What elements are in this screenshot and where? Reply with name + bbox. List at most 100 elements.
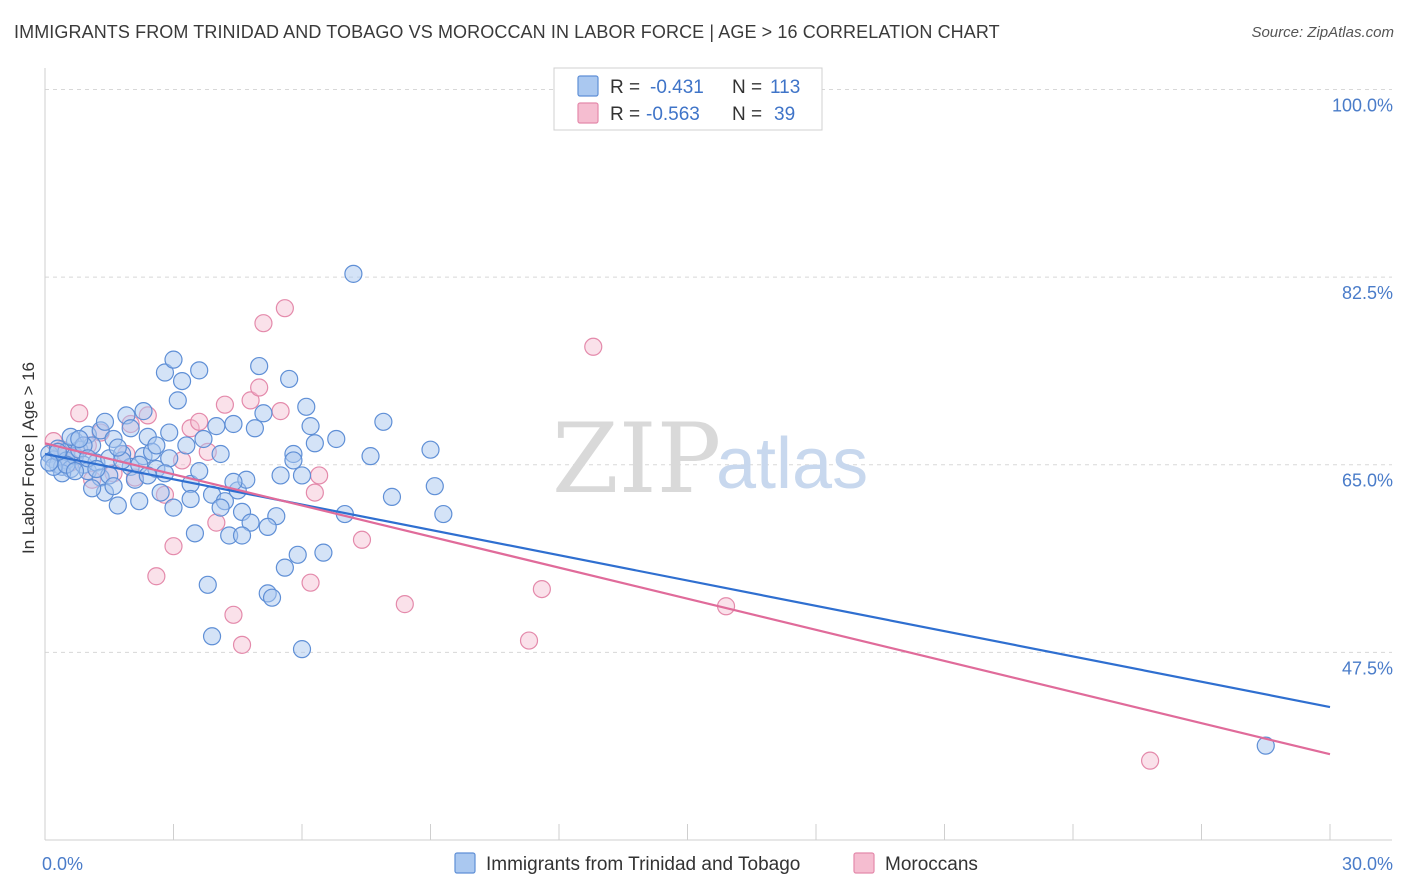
point-trinidad-96 [190,462,209,481]
point-trinidad-110 [65,462,85,481]
moroccans-points [44,299,1160,770]
legend-r-label-0: R = [610,77,640,98]
point-moroccans-3 [70,404,89,423]
point-moroccans-20 [232,635,252,654]
trend-line-moroccans [44,442,1331,756]
watermark-atlas: atlas [716,424,868,504]
point-trinidad-45 [211,444,230,464]
point-trinidad-77 [160,449,179,468]
legend-n-label-1: N = [732,104,762,125]
point-trinidad-31 [151,483,170,502]
point-trinidad-54 [250,356,269,376]
point-trinidad-57 [262,588,282,607]
point-trinidad-33 [160,423,179,442]
point-trinidad-26 [130,492,149,511]
point-trinidad-42 [198,575,217,594]
point-trinidad-72 [374,412,393,431]
point-moroccans-19 [224,605,243,624]
point-trinidad-94 [121,419,140,438]
series-swatch-moroccans[interactable] [853,852,875,874]
point-trinidad-88 [202,627,222,646]
point-trinidad-61 [280,369,299,389]
point-trinidad-95 [292,466,312,485]
point-trinidad-102 [108,438,127,457]
point-trinidad-68 [314,543,333,562]
point-moroccans-29 [352,530,372,549]
point-moroccans-24 [271,402,290,421]
point-trinidad-55 [254,404,273,423]
point-trinidad-40 [190,361,209,380]
point-trinidad-34 [164,350,183,369]
point-trinidad-59 [271,466,290,485]
point-trinidad-75 [425,477,444,496]
trend-lines [44,442,1331,756]
x-tick-label-1: 30.0% [1342,854,1393,874]
y-axis-label: In Labor Force | Age > 16 [19,362,38,554]
point-trinidad-35 [168,391,187,410]
point-moroccans-10 [147,567,166,586]
point-trinidad-21 [108,496,127,515]
point-moroccans-26 [301,573,320,592]
y-tick-label-0: 47.5% [1342,658,1393,678]
point-moroccans-28 [310,466,329,485]
point-trinidad-74 [421,440,440,459]
point-trinidad-32 [155,363,175,382]
x-tick-label-0: 0.0% [42,854,83,874]
point-moroccans-22 [250,378,269,397]
point-trinidad-73 [382,487,402,506]
legend-r-value-0: -0.431 [650,77,704,98]
y-tick-label-3: 100.0% [1332,95,1393,115]
point-trinidad-41 [194,429,213,449]
legend-n-label-0: N = [732,77,762,98]
point-trinidad-80 [134,402,153,421]
point-trinidad-98 [70,429,89,449]
point-moroccans-21 [241,391,260,410]
series-swatch-trinidad[interactable] [454,852,476,874]
series-label-trinidad[interactable]: Immigrants from Trinidad and Tobago [486,854,800,875]
watermark-zip: ZIP [552,403,721,515]
point-trinidad-105 [284,451,303,470]
point-trinidad-76 [434,504,453,524]
point-trinidad-87 [83,479,102,498]
point-trinidad-93 [95,412,115,431]
point-trinidad-70 [344,264,363,283]
point-moroccans-30 [395,595,414,614]
point-trinidad-109 [164,498,183,517]
y-tick-label-2: 82.5% [1342,283,1393,303]
point-trinidad-48 [224,414,243,434]
point-moroccans-35 [1140,751,1160,770]
point-trinidad-83 [181,489,200,509]
point-moroccans-12 [164,537,183,556]
point-trinidad-100 [1256,736,1275,755]
point-trinidad-60 [275,558,294,577]
point-moroccans-31 [519,631,539,650]
source-credit: Source: ZipAtlas.com [1251,24,1394,41]
point-moroccans-32 [532,579,551,599]
point-trinidad-89 [258,517,277,537]
point-moroccans-23 [254,314,273,333]
point-moroccans-33 [584,337,603,356]
point-trinidad-39 [185,524,205,543]
point-trinidad-53 [245,419,264,438]
legend-swatch-pink [577,102,599,124]
watermark: ZIP atlas [552,403,868,515]
legend-r-value-1: -0.563 [646,104,700,125]
x-tick-labels: 0.0% 30.0% [42,854,1393,874]
point-moroccans-17 [207,513,226,532]
point-trinidad-104 [211,498,230,517]
point-moroccans-18 [215,395,234,414]
legend-n-value-1: 39 [774,104,795,125]
point-moroccans-25 [275,299,294,318]
point-trinidad-36 [172,371,192,391]
series-label-moroccans[interactable]: Moroccans [885,854,978,875]
legend-box [553,67,823,131]
y-tick-label-1: 65.0% [1342,471,1393,491]
point-trinidad-67 [305,434,324,453]
y-tick-labels: 47.5% 65.0% 82.5% 100.0% [1332,95,1393,678]
point-trinidad-84 [232,526,252,545]
legend-n-value-0: 113 [770,77,800,98]
point-trinidad-71 [361,447,380,466]
point-trinidad-69 [327,429,346,449]
point-moroccans-15 [190,412,209,431]
